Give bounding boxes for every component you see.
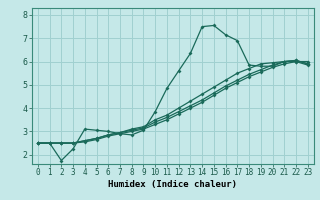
X-axis label: Humidex (Indice chaleur): Humidex (Indice chaleur) [108,180,237,189]
